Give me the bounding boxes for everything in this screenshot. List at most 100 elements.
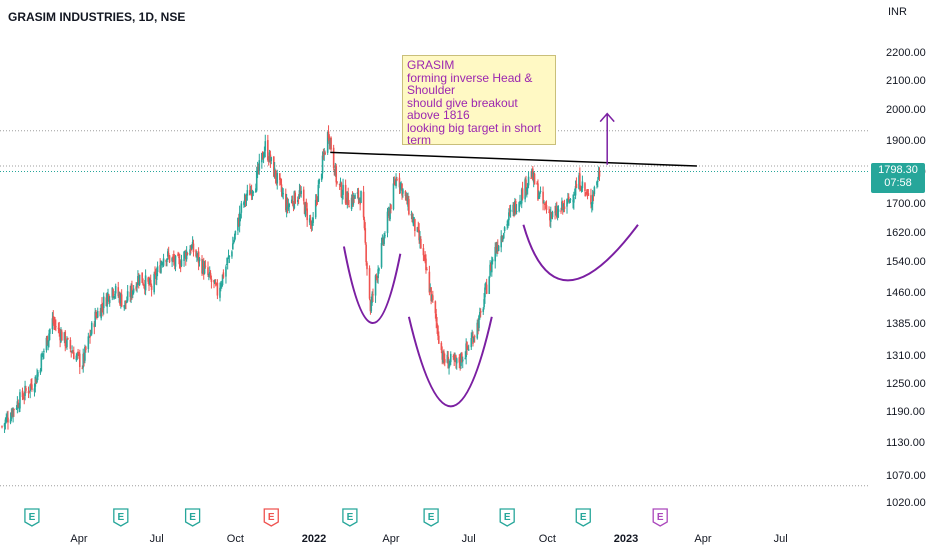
candle-body (232, 241, 235, 244)
candle-body (81, 367, 84, 369)
candle-body (136, 284, 138, 288)
candle-body (366, 263, 368, 270)
candle-body (30, 382, 32, 386)
candle-body (569, 199, 572, 201)
candle-body (356, 192, 359, 194)
candle-body (64, 331, 67, 347)
candle-body (543, 203, 546, 205)
x-tick-label: 2023 (614, 533, 638, 545)
candle-body (470, 338, 473, 348)
candle-body (237, 218, 240, 226)
candle-body (150, 285, 153, 290)
earnings-marker[interactable]: E (24, 508, 40, 527)
candle-body (244, 196, 247, 201)
candle-body (455, 355, 457, 363)
candle-body (143, 284, 145, 286)
earnings-marker[interactable]: E (575, 508, 591, 527)
candle-body (579, 173, 581, 189)
candle-body (428, 271, 431, 293)
candle-body (567, 198, 569, 200)
candle-body (312, 217, 314, 223)
candle-body (465, 343, 467, 358)
candle-body (233, 237, 236, 241)
note-line-4: looking big target in short term (407, 120, 542, 147)
earnings-marker[interactable]: E (113, 508, 129, 527)
candle-body (300, 190, 302, 194)
candle-body (34, 376, 37, 387)
candle-body (13, 408, 15, 411)
earnings-marker[interactable]: E (652, 508, 668, 527)
candle-body (473, 336, 476, 338)
candle-body (371, 293, 373, 303)
head-curve (407, 316, 493, 408)
candle-body (404, 190, 407, 197)
candle-body (353, 195, 355, 199)
candle-body (189, 249, 191, 256)
candle-body (161, 262, 163, 265)
candle-body (347, 192, 349, 205)
candle-body (437, 325, 439, 336)
price-axis[interactable]: 2200.002100.002000.001900.001800.001700.… (886, 47, 926, 509)
candle-body (562, 204, 565, 210)
candle-body (18, 407, 20, 409)
candle-body (288, 204, 291, 208)
candle-body (514, 200, 516, 213)
candle-body (578, 175, 580, 189)
candle-body (568, 199, 571, 203)
candle-body (17, 402, 20, 408)
candle-body (243, 194, 246, 202)
candle-body (226, 263, 228, 265)
candle-body (137, 278, 140, 283)
x-tick-label: 2022 (302, 533, 326, 545)
candle-body (155, 273, 158, 280)
x-tick-label: Jul (774, 533, 788, 545)
candle-body (357, 190, 360, 200)
candle-body (506, 224, 508, 226)
candle-body (452, 356, 455, 358)
candle-body (42, 353, 44, 355)
candle-body (555, 208, 558, 217)
y-tick-label: 1385.00 (886, 318, 926, 330)
candle-body (342, 184, 344, 195)
candle-body (23, 397, 26, 399)
candle-body (591, 202, 593, 207)
candle-body (340, 182, 343, 197)
candle-body (352, 194, 355, 205)
earnings-marker[interactable]: E (499, 508, 515, 527)
candle-body (237, 217, 239, 231)
candle-body (9, 419, 12, 423)
candle-body (27, 391, 30, 393)
candle-body (426, 268, 428, 271)
candle-body (69, 339, 72, 349)
candle-body (21, 390, 24, 398)
candle-body (322, 155, 325, 157)
candle-body (538, 192, 541, 197)
candle-body (93, 323, 96, 328)
candle-body (96, 315, 98, 319)
candle-body (208, 274, 210, 276)
earnings-marker[interactable]: E (423, 508, 439, 527)
candle-body (191, 241, 194, 248)
candle-body (597, 171, 600, 179)
earnings-marker[interactable]: E (184, 508, 201, 527)
right-shoulder-curve (522, 224, 639, 282)
annotation-note[interactable]: GRASIM forming inverse Head & Shoulder s… (402, 55, 556, 147)
candle-body (495, 246, 497, 251)
candle-body (284, 193, 287, 211)
earnings-marker[interactable]: E (263, 508, 279, 527)
candle-body (531, 169, 533, 177)
candle-body (526, 187, 528, 192)
candle-body (250, 189, 253, 196)
y-tick-label: 1540.00 (886, 256, 926, 268)
earnings-marker[interactable]: E (342, 508, 358, 527)
time-axis[interactable]: Apr Jul Oct 2022 Apr Jul Oct 2023 Apr Jul (70, 533, 787, 545)
candle-body (84, 346, 87, 351)
candle-body (78, 352, 80, 355)
candle-body (483, 299, 485, 308)
candle-body (449, 360, 451, 364)
candle-body (12, 408, 14, 417)
candle-body (491, 259, 494, 262)
candle-body (527, 176, 530, 186)
